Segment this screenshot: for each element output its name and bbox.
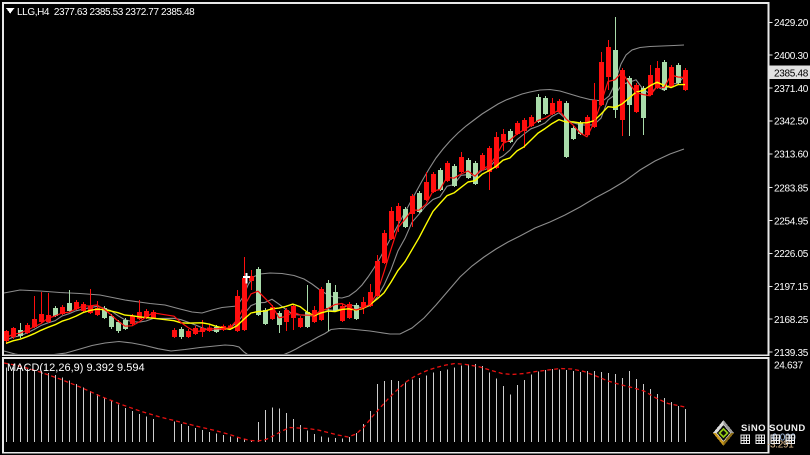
svg-text:24.637: 24.637 — [774, 360, 804, 371]
svg-text:2385.48: 2385.48 — [774, 68, 809, 79]
svg-text:2283.85: 2283.85 — [774, 184, 809, 195]
svg-text:2254.95: 2254.95 — [774, 216, 809, 227]
svg-text:2139.35: 2139.35 — [774, 348, 809, 359]
svg-text:MACD(12,26,9) 9.392 9.594: MACD(12,26,9) 9.392 9.594 — [7, 362, 145, 374]
svg-text:2168.25: 2168.25 — [774, 315, 809, 326]
svg-text:2371.40: 2371.40 — [774, 84, 809, 95]
svg-text:SiNO SOUND: SiNO SOUND — [741, 423, 806, 434]
svg-text:2197.15: 2197.15 — [774, 282, 809, 293]
svg-text:2429.20: 2429.20 — [774, 18, 809, 29]
svg-text:-3.291: -3.291 — [767, 440, 794, 451]
svg-text:2313.60: 2313.60 — [774, 150, 809, 161]
svg-text:2226.05: 2226.05 — [774, 249, 809, 260]
svg-text:2342.50: 2342.50 — [774, 117, 809, 128]
svg-text:2400.30: 2400.30 — [774, 51, 809, 62]
svg-text:0.000: 0.000 — [772, 433, 796, 444]
svg-text:LLG,H4 2377.63 2385.53 2372.7: LLG,H4 2377.63 2385.53 2372.77 2385.48 — [17, 7, 195, 18]
